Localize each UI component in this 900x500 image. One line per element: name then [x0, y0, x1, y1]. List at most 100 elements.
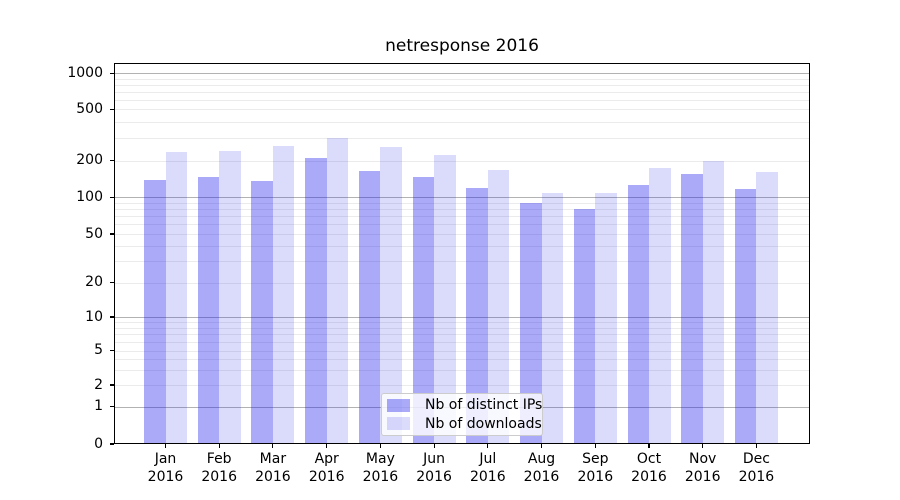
- x-tick-label-jun: Jun 2016: [402, 451, 466, 486]
- x-tick-label-month: Sep: [582, 451, 609, 467]
- x-tick-mark-feb: [218, 444, 220, 448]
- x-tick-mark-dec: [755, 444, 757, 448]
- y-tick-mark-200: [110, 160, 114, 162]
- minor-gridline-9: [114, 322, 810, 324]
- x-tick-mark-mar: [272, 444, 274, 448]
- minor-gridline-5: [114, 350, 810, 352]
- x-tick-label-year: 2016: [362, 468, 399, 485]
- x-tick-mark-aug: [540, 444, 543, 448]
- x-tick-label-year: 2016: [469, 468, 506, 485]
- legend-label-distinct-ips: Nb of distinct IPs: [425, 397, 543, 414]
- y-tick-mark-50: [110, 233, 114, 235]
- x-tick-label-year: 2016: [416, 468, 452, 485]
- y-tick-mark-1: [110, 406, 114, 408]
- x-tick-label-year: 2016: [255, 468, 291, 485]
- x-tick-label-dec: Dec 2016: [724, 451, 788, 486]
- minor-gridline-200: [114, 160, 810, 162]
- bar-downloads-feb: [219, 150, 241, 444]
- x-tick-label-year: 2016: [201, 468, 237, 485]
- x-tick-label-month: Jul: [479, 451, 497, 467]
- x-tick-label-feb: Feb 2016: [187, 451, 251, 486]
- x-tick-label-month: Aug: [527, 451, 556, 467]
- legend-label-downloads: Nb of downloads: [425, 415, 542, 432]
- x-tick-label-month: Nov: [689, 451, 717, 467]
- minor-gridline-20: [114, 282, 810, 284]
- y-tick-label-100: 100: [76, 188, 103, 205]
- x-tick-label-jul: Jul 2016: [456, 451, 520, 486]
- x-tick-mark-jan: [164, 444, 167, 448]
- y-tick-label-10: 10: [85, 308, 103, 325]
- y-tick-label-50: 50: [85, 225, 103, 242]
- bar-distinct-ips-jan: [144, 180, 166, 444]
- legend-item-distinct-ips: Nb of distinct IPs: [387, 396, 542, 415]
- x-tick-mark-may: [379, 444, 381, 448]
- y-tick-mark-5: [110, 350, 114, 352]
- bar-downloads-nov: [702, 160, 725, 444]
- x-tick-label-year: 2016: [577, 468, 614, 485]
- minor-gridline-6: [114, 341, 810, 343]
- y-tick-mark-100: [110, 196, 114, 198]
- y-tick-mark-1000: [110, 72, 114, 74]
- bar-distinct-ips-dec: [734, 188, 757, 444]
- minor-gridline-7: [114, 334, 810, 336]
- chart-title: netresponse 2016: [385, 36, 539, 56]
- minor-gridline-70: [114, 216, 810, 218]
- x-tick-label-year: 2016: [684, 468, 721, 485]
- y-tick-mark-2: [110, 384, 114, 386]
- minor-gridline-600: [114, 99, 810, 101]
- x-tick-label-year: 2016: [738, 468, 775, 485]
- bar-distinct-ips-feb: [197, 176, 220, 444]
- x-tick-label-month: Dec: [742, 451, 770, 467]
- major-gridline-10: [114, 317, 810, 318]
- bar-downloads-oct: [649, 168, 671, 444]
- minor-gridline-60: [114, 224, 810, 226]
- y-tick-mark-0: [110, 443, 114, 445]
- y-tick-label-1000: 1000: [67, 64, 103, 81]
- bar-distinct-ips-may: [358, 170, 381, 444]
- minor-gridline-500: [114, 109, 810, 111]
- y-tick-mark-500: [110, 108, 114, 110]
- minor-gridline-900: [114, 78, 810, 80]
- x-tick-mark-apr: [326, 444, 328, 448]
- x-tick-label-month: Feb: [206, 451, 232, 467]
- bar-distinct-ips-mar: [251, 180, 273, 444]
- x-tick-label-month: Mar: [259, 451, 287, 467]
- y-tick-mark-20: [110, 282, 114, 284]
- minor-gridline-300: [114, 138, 810, 139]
- x-tick-label-month: Apr: [314, 451, 339, 467]
- minor-gridline-700: [114, 91, 810, 93]
- y-tick-label-0: 0: [94, 435, 103, 452]
- minor-gridline-30: [114, 261, 810, 263]
- x-tick-label-month: Jan: [154, 451, 177, 467]
- x-tick-label-month: Jun: [423, 451, 446, 467]
- x-tick-mark-sep: [594, 444, 596, 448]
- x-tick-label-oct: Oct 2016: [617, 451, 681, 486]
- plot-area: [114, 63, 810, 444]
- major-gridline-100: [114, 197, 810, 199]
- y-tick-label-1: 1: [94, 398, 103, 415]
- major-gridline-1000: [114, 73, 810, 75]
- bar-downloads-sep: [595, 192, 617, 444]
- bar-downloads-jun: [434, 155, 456, 444]
- minor-gridline-50: [114, 234, 810, 235]
- bar-distinct-ips-apr: [305, 158, 327, 444]
- bar-downloads-dec: [756, 172, 778, 444]
- y-tick-label-2: 2: [94, 376, 103, 393]
- minor-gridline-800: [114, 84, 810, 86]
- bar-downloads-jul: [487, 169, 510, 444]
- minor-gridline-40: [114, 245, 810, 247]
- y-tick-label-500: 500: [76, 100, 103, 117]
- x-tick-label-year: 2016: [147, 468, 184, 485]
- x-tick-label-apr: Apr 2016: [295, 451, 359, 486]
- legend-swatch-downloads: [387, 417, 410, 431]
- x-tick-label-month: May: [365, 451, 395, 467]
- minor-gridline-90: [114, 202, 810, 204]
- minor-gridline-80: [114, 209, 810, 211]
- x-tick-label-aug: Aug 2016: [510, 451, 574, 486]
- bar-downloads-aug: [541, 193, 563, 444]
- minor-gridline-2: [114, 385, 810, 386]
- legend: Nb of distinct IPs Nb of downloads: [381, 393, 543, 436]
- x-tick-label-may: May 2016: [348, 451, 412, 486]
- bar-distinct-ips-jun: [412, 177, 435, 444]
